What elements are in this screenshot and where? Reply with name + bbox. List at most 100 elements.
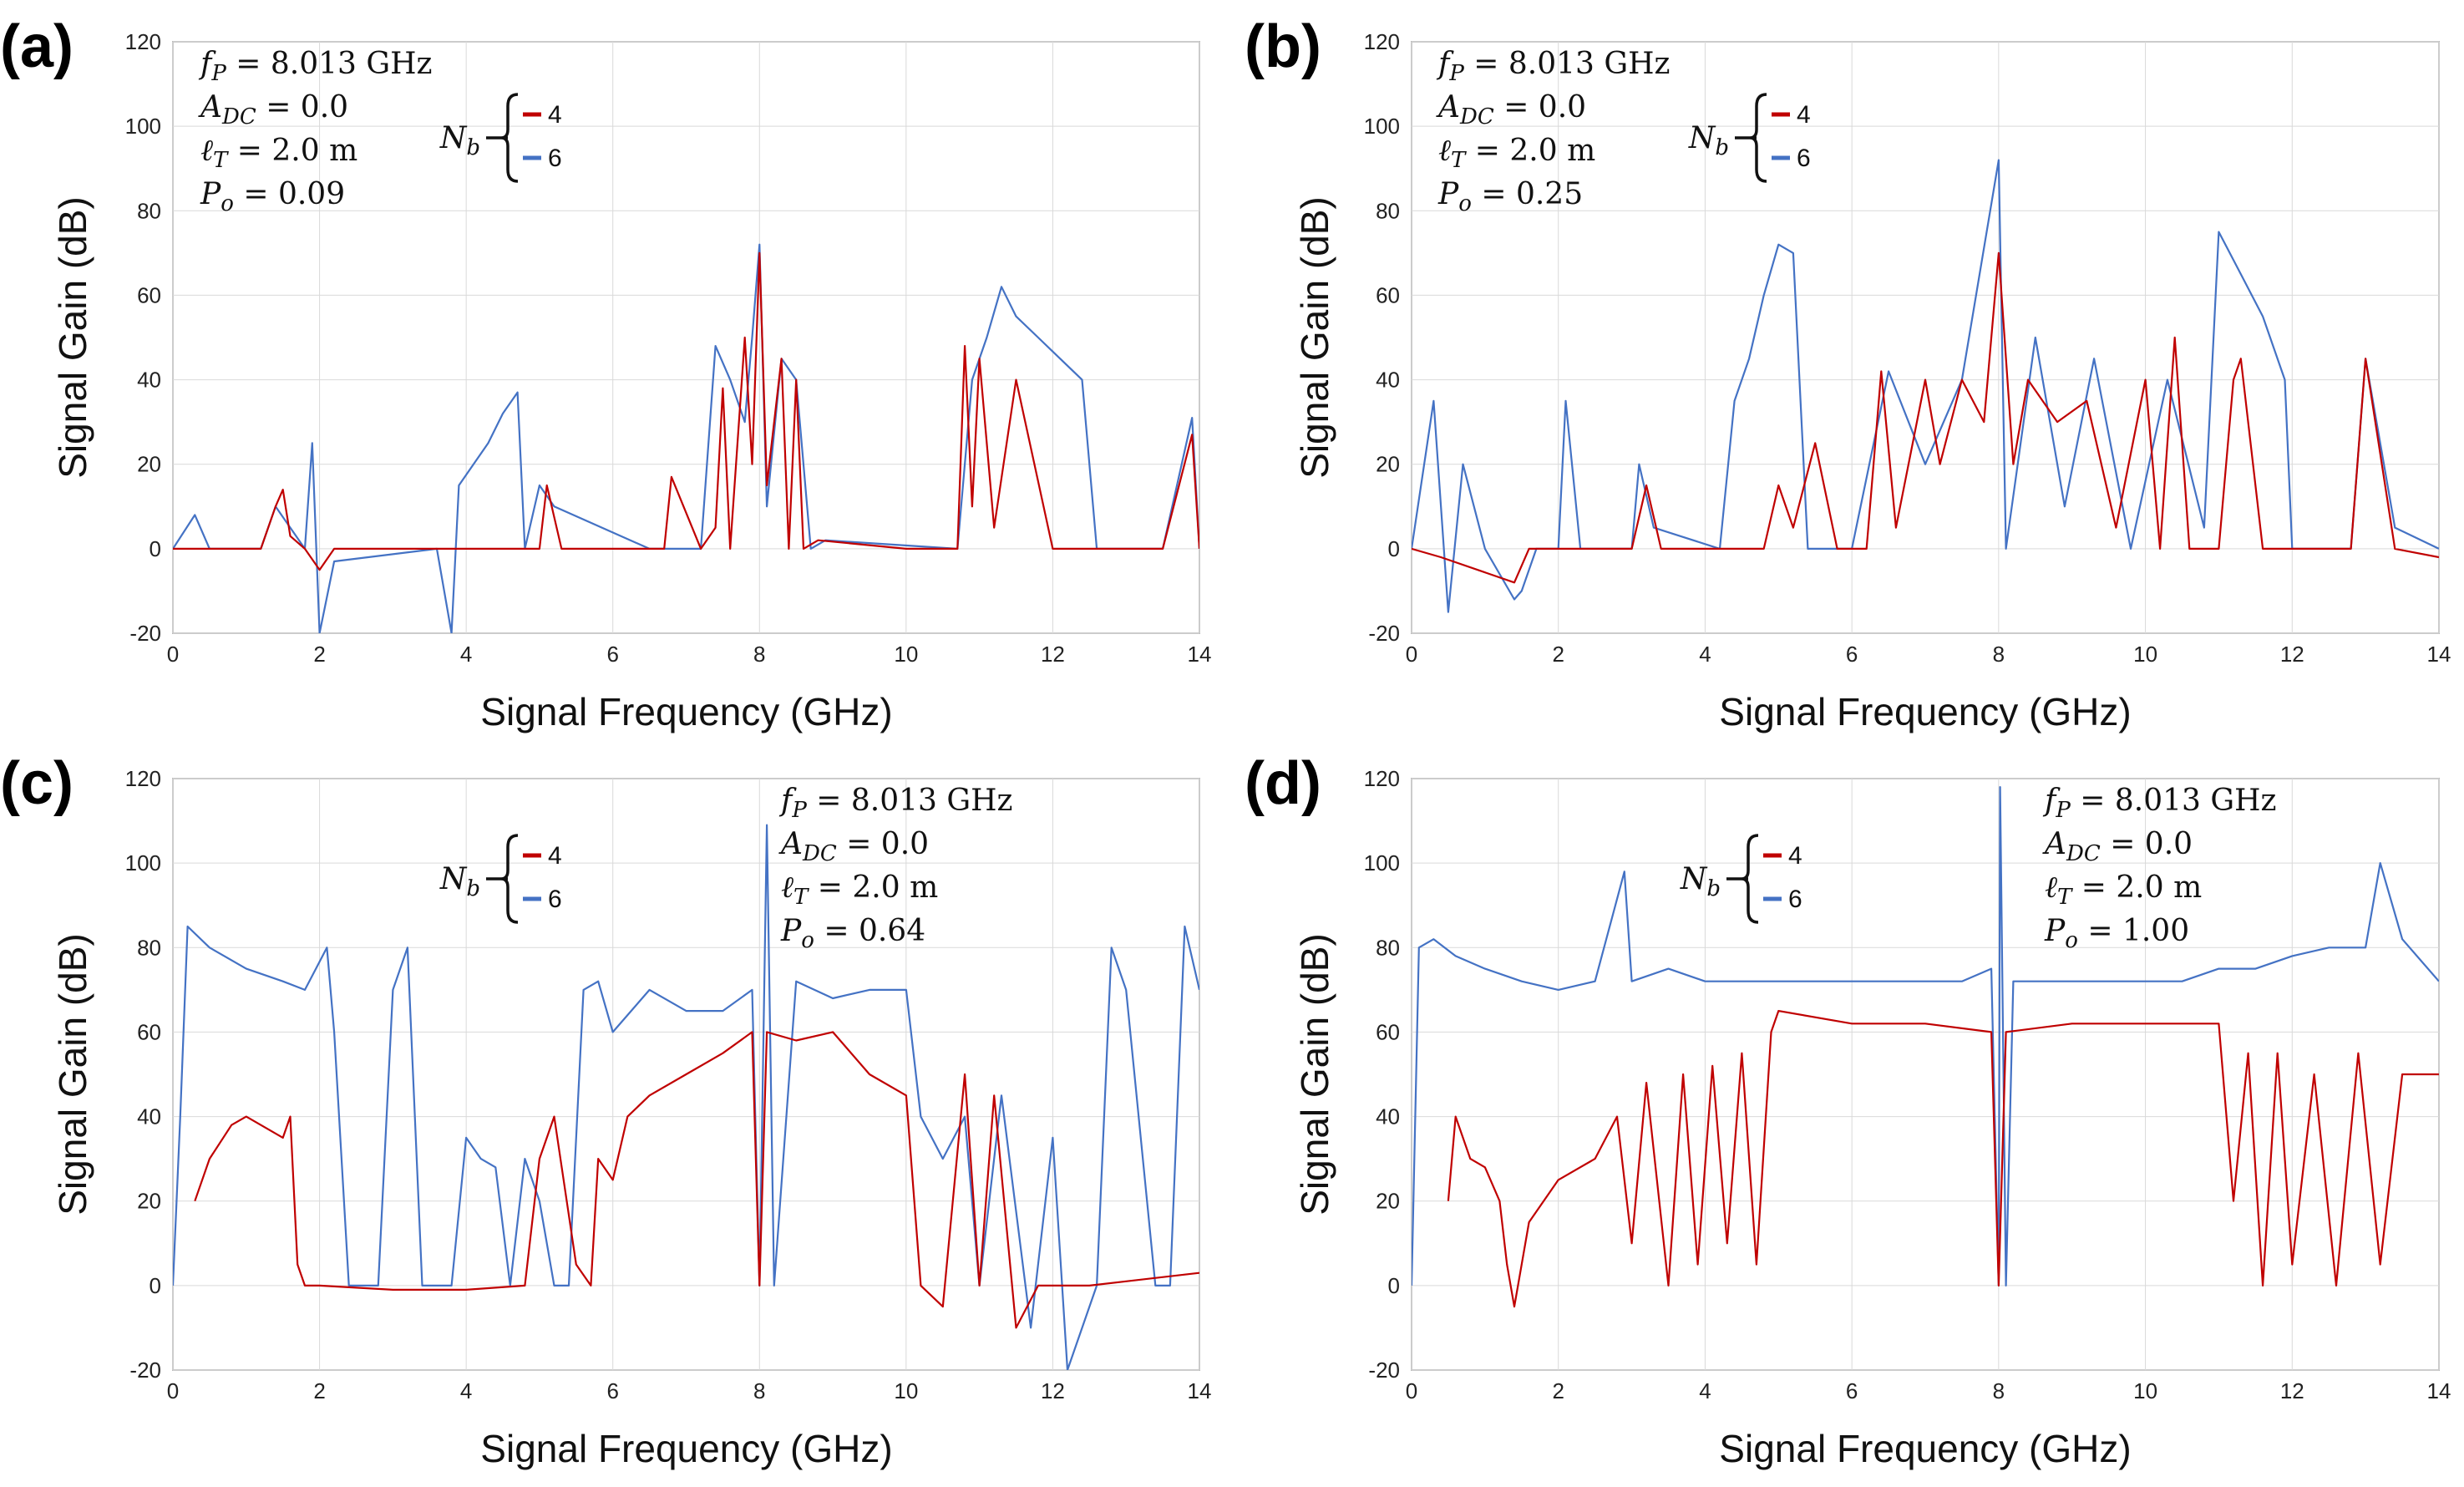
param-annotation: fP = 8.013 GHz <box>1436 47 1671 86</box>
y-tick-label: 120 <box>125 29 161 54</box>
plot-area <box>1411 41 2440 634</box>
x-tick-label: 6 <box>606 642 618 667</box>
panel-label: (b) <box>1245 13 1321 80</box>
param-annotation: ADC = 0.0 <box>778 827 929 866</box>
y-tick-label: 60 <box>1376 282 1400 307</box>
y-tick-label: 0 <box>150 536 161 561</box>
y-tick-label: 80 <box>137 935 161 960</box>
x-tick-label: 4 <box>460 1378 472 1403</box>
param-annotation: ℓT = 2.0 m <box>1438 134 1595 173</box>
x-tick-label: 2 <box>1552 642 1564 667</box>
x-tick-label: 8 <box>1993 642 2005 667</box>
series-line-6 <box>1412 159 2439 613</box>
x-axis-label: Signal Frequency (GHz) <box>480 690 892 733</box>
y-tick-label: 20 <box>137 1189 161 1214</box>
x-tick-label: 8 <box>1993 1378 2005 1403</box>
x-tick-label: 10 <box>894 1378 918 1403</box>
param-annotation: fP = 8.013 GHz <box>198 47 433 86</box>
legend-entry-6: 6 <box>548 145 562 172</box>
y-tick-label: 20 <box>1376 1189 1400 1214</box>
param-annotation: ADC = 0.0 <box>198 90 348 129</box>
legend-entry-6: 6 <box>548 886 562 913</box>
y-tick-label: -20 <box>129 621 161 646</box>
param-annotation: ADC = 0.0 <box>2042 827 2193 866</box>
x-tick-label: 0 <box>1406 642 1417 667</box>
x-tick-label: 14 <box>2427 642 2451 667</box>
y-axis-label: Signal Gain (dB) <box>1293 196 1336 479</box>
x-tick-label: 6 <box>1846 1378 1858 1403</box>
panel-label: (d) <box>1245 750 1321 817</box>
x-axis-label: Signal Frequency (GHz) <box>480 1427 892 1470</box>
param-annotation: ℓT = 2.0 m <box>2045 870 2202 910</box>
x-tick-label: 12 <box>1041 642 1065 667</box>
legend-title: Nb <box>439 862 480 901</box>
y-tick-label: 80 <box>137 198 161 223</box>
x-tick-label: 8 <box>753 642 765 667</box>
x-tick-label: 6 <box>606 1378 618 1403</box>
series-line-6 <box>173 243 1199 633</box>
x-tick-label: 4 <box>1699 642 1711 667</box>
y-tick-label: 100 <box>125 850 161 875</box>
param-annotation: Po = 0.09 <box>200 177 345 216</box>
x-tick-label: 12 <box>1041 1378 1065 1403</box>
legend-entry-6: 6 <box>1788 886 1802 913</box>
y-tick-label: 20 <box>1376 452 1400 477</box>
x-tick-label: 14 <box>2427 1378 2451 1403</box>
y-axis-label: Signal Gain (dB) <box>51 933 94 1215</box>
x-tick-label: 14 <box>1188 642 1212 667</box>
series-line-6 <box>1412 786 2439 1287</box>
legend-entry-4: 4 <box>1797 101 1811 129</box>
legend-entry-6: 6 <box>1797 145 1811 172</box>
legend-entry-4: 4 <box>548 842 562 870</box>
y-tick-label: 0 <box>1388 536 1400 561</box>
plot-area <box>172 41 1200 634</box>
panel-label: (a) <box>0 13 74 80</box>
x-tick-label: 0 <box>167 642 179 667</box>
x-tick-label: 0 <box>167 1378 179 1403</box>
y-tick-label: 120 <box>1364 766 1400 791</box>
y-tick-label: 60 <box>137 1019 161 1044</box>
y-tick-label: 0 <box>1388 1273 1400 1298</box>
series-line-4 <box>1447 1010 2439 1308</box>
plot-area <box>1411 778 2440 1371</box>
legend-title: Nb <box>1680 862 1721 901</box>
legend-brace <box>1726 834 1759 924</box>
legend-title: Nb <box>439 121 480 160</box>
x-tick-label: 10 <box>2133 642 2157 667</box>
param-annotation: fP = 8.013 GHz <box>2042 784 2277 823</box>
y-tick-label: 60 <box>137 282 161 307</box>
x-tick-label: 12 <box>2280 642 2304 667</box>
x-tick-label: 4 <box>460 642 472 667</box>
y-tick-label: 100 <box>125 114 161 139</box>
legend-brace <box>486 93 519 183</box>
y-tick-label: 100 <box>1364 850 1400 875</box>
param-annotation: Po = 0.25 <box>1437 177 1583 216</box>
param-annotation: Po = 1.00 <box>2044 914 2189 953</box>
legend-entry-4: 4 <box>1788 842 1802 870</box>
param-annotation: fP = 8.013 GHz <box>778 784 1013 823</box>
series-line-6 <box>173 824 1199 1370</box>
param-annotation: Po = 0.64 <box>780 914 925 953</box>
y-tick-label: 20 <box>137 452 161 477</box>
series-line-4 <box>173 251 1199 571</box>
y-tick-label: 80 <box>1376 198 1400 223</box>
y-axis-label: Signal Gain (dB) <box>1293 933 1336 1215</box>
y-tick-label: 0 <box>150 1273 161 1298</box>
y-tick-label: -20 <box>129 1358 161 1383</box>
x-tick-label: 0 <box>1406 1378 1417 1403</box>
legend-title: Nb <box>1688 121 1729 160</box>
y-tick-label: 120 <box>125 766 161 791</box>
y-tick-label: 120 <box>1364 29 1400 54</box>
x-tick-label: 12 <box>2280 1378 2304 1403</box>
x-axis-label: Signal Frequency (GHz) <box>1719 690 2131 733</box>
x-tick-label: 2 <box>313 1378 325 1403</box>
x-tick-label: 2 <box>313 642 325 667</box>
legend-entry-4: 4 <box>548 101 562 129</box>
y-tick-label: 100 <box>1364 114 1400 139</box>
panel-label: (c) <box>0 750 74 817</box>
